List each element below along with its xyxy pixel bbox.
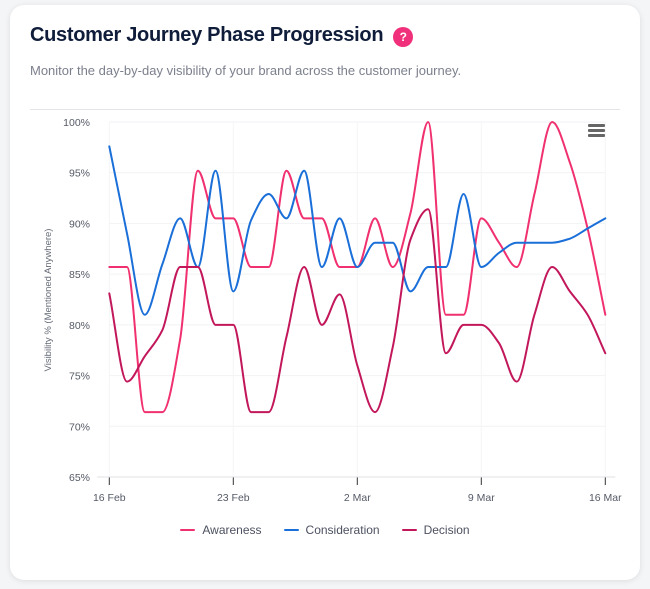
- help-icon[interactable]: ?: [393, 26, 414, 47]
- hamburger-menu-icon: [588, 124, 605, 127]
- legend-swatch-awareness: [180, 528, 196, 532]
- y-tick-label: 90%: [69, 218, 90, 230]
- hamburger-menu-icon-bar: [588, 129, 605, 132]
- hamburger-menu-icon-bar: [588, 134, 605, 137]
- y-tick-label: 95%: [69, 168, 90, 180]
- series-lines: [108, 121, 607, 414]
- chart-menu-button[interactable]: [588, 124, 605, 138]
- legend-item-awareness[interactable]: Awareness: [180, 523, 262, 537]
- y-tick-label: 75%: [69, 371, 90, 383]
- grid-lines: [108, 121, 606, 477]
- series-line-decision: [108, 208, 607, 414]
- y-tick-label: 65%: [69, 472, 90, 484]
- x-tick-label: 23 Feb: [217, 492, 250, 504]
- y-tick-label: 100%: [63, 117, 90, 129]
- y-tick-label: 70%: [69, 421, 90, 433]
- y-tick-label: 85%: [69, 269, 90, 281]
- x-tick-label: 2 Mar: [344, 492, 371, 504]
- header: Customer Journey Phase Progression ?: [30, 24, 414, 47]
- header-divider: [30, 109, 620, 110]
- legend-label: Decision: [423, 523, 470, 537]
- y-axis-title: Visibility % (Mentioned Anywhere): [43, 229, 54, 372]
- chart-title: Customer Journey Phase Progression: [30, 24, 384, 46]
- x-tick-label: 9 Mar: [468, 492, 495, 504]
- y-axis: 65% 70% 75% 80% 85% 90% 95% 100%: [63, 117, 90, 484]
- x-tick-label: 16 Feb: [93, 492, 126, 504]
- y-tick-label: 80%: [69, 320, 90, 332]
- legend-swatch-decision: [401, 528, 417, 532]
- series-line-consideration: [108, 145, 607, 316]
- x-tick-label: 16 Mar: [589, 492, 622, 504]
- legend: Awareness Consideration Decision: [0, 523, 650, 537]
- legend-label: Consideration: [305, 523, 380, 537]
- legend-item-consideration[interactable]: Consideration: [283, 523, 380, 537]
- legend-item-decision[interactable]: Decision: [401, 523, 470, 537]
- chart-subtitle: Monitor the day-by-day visibility of you…: [30, 63, 462, 78]
- chart-card: [10, 5, 640, 580]
- legend-swatch-consideration: [283, 528, 299, 532]
- legend-label: Awareness: [202, 523, 262, 537]
- x-axis: 16 Feb 23 Feb 2 Mar 9 Mar 16 Mar: [93, 476, 622, 504]
